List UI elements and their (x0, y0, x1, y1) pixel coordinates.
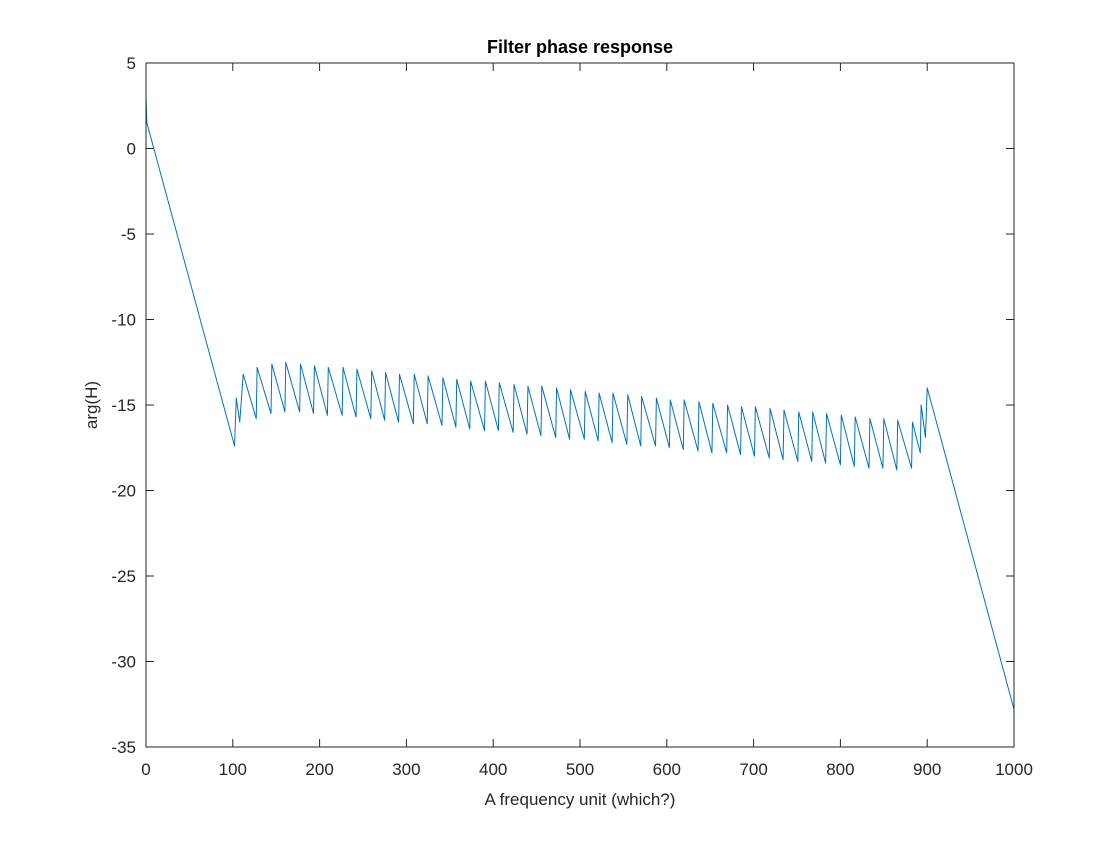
y-tick-label: -30 (111, 653, 136, 672)
x-tick-label: 300 (392, 760, 420, 779)
x-tick-label: 600 (653, 760, 681, 779)
x-tick-label: 0 (141, 760, 150, 779)
x-tick-label: 100 (219, 760, 247, 779)
x-tick-label: 800 (826, 760, 854, 779)
x-axis-label: A frequency unit (which?) (485, 790, 676, 809)
data-line (145, 95, 1015, 710)
y-tick-label: -5 (121, 225, 136, 244)
y-tick-label: -15 (111, 396, 136, 415)
chart-title: Filter phase response (487, 37, 673, 57)
plot-area (146, 63, 1014, 747)
axes-box (145, 62, 1015, 748)
x-tick-label: 700 (739, 760, 767, 779)
y-tick-label: 0 (127, 140, 136, 159)
x-tick-label: 200 (305, 760, 333, 779)
y-tick-label: -20 (111, 482, 136, 501)
y-axis-label: arg(H) (82, 381, 101, 429)
y-tick-label: -10 (111, 311, 136, 330)
y-tick-label: -35 (111, 738, 136, 757)
x-tick-label: 400 (479, 760, 507, 779)
y-tick-label: 5 (127, 54, 136, 73)
x-tick-label: 500 (566, 760, 594, 779)
y-tick-label: -25 (111, 567, 136, 586)
x-tick-label: 1000 (995, 760, 1033, 779)
x-tick-label: 900 (913, 760, 941, 779)
